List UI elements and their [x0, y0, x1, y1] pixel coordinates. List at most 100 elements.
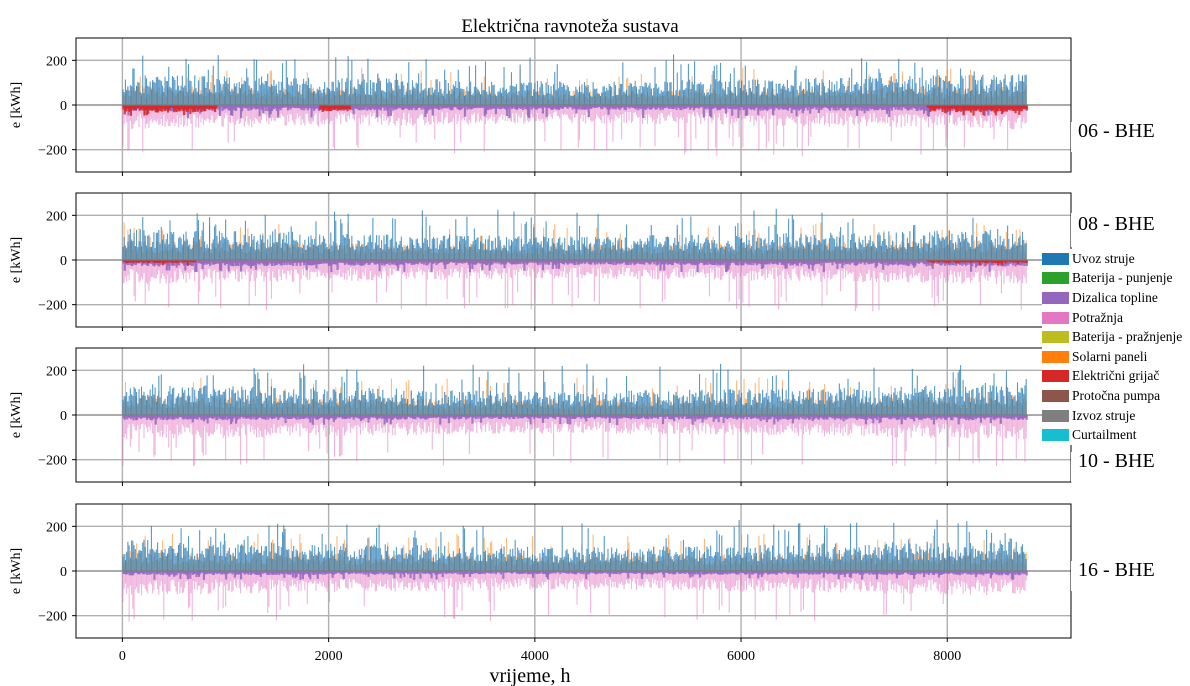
bar	[815, 105, 818, 110]
bar	[592, 260, 594, 268]
bar	[671, 105, 673, 118]
bar	[945, 105, 948, 109]
bar	[677, 95, 680, 105]
bar	[523, 105, 526, 108]
bar	[608, 260, 611, 265]
bar	[910, 88, 912, 105]
bar	[346, 260, 348, 280]
bar	[446, 260, 449, 265]
bar	[353, 260, 356, 266]
bar	[627, 95, 629, 105]
bar	[452, 260, 455, 263]
bar	[790, 105, 793, 114]
bar	[713, 105, 717, 108]
bar	[531, 105, 535, 108]
bar	[606, 105, 608, 151]
bar	[531, 260, 535, 262]
bar	[962, 260, 965, 263]
bar	[174, 105, 177, 112]
bar	[586, 260, 588, 273]
bar	[286, 105, 290, 111]
bar	[279, 260, 282, 266]
y-axis-label: e [kWh]	[9, 82, 24, 128]
bar	[926, 260, 928, 282]
bar	[138, 260, 141, 263]
bar	[889, 80, 891, 105]
bar	[690, 105, 692, 151]
bar	[627, 105, 629, 113]
bar	[137, 260, 140, 263]
bar	[187, 260, 191, 262]
bar	[870, 260, 873, 278]
bar	[483, 89, 485, 105]
bar	[814, 105, 816, 124]
bar	[256, 260, 259, 263]
bar	[982, 260, 985, 263]
bar	[452, 84, 454, 105]
bar	[179, 260, 182, 262]
bar	[597, 105, 599, 118]
bar	[659, 260, 662, 271]
bar	[529, 57, 531, 105]
bar	[246, 260, 249, 265]
bar	[194, 260, 197, 263]
bar	[864, 79, 866, 105]
bar	[654, 67, 656, 105]
bar	[689, 260, 692, 264]
bar	[924, 94, 926, 105]
bar	[755, 86, 757, 105]
bar	[602, 105, 605, 108]
bar	[1023, 81, 1025, 105]
bar	[1005, 260, 1009, 262]
bar	[397, 105, 400, 108]
bar	[409, 260, 411, 273]
bar	[750, 105, 754, 110]
bar	[749, 260, 751, 272]
bar	[900, 260, 903, 265]
bar	[535, 260, 538, 264]
bar	[518, 260, 521, 264]
bar	[703, 105, 707, 109]
bar	[924, 105, 927, 111]
bar	[633, 85, 635, 105]
bar	[659, 105, 662, 111]
bar	[270, 105, 274, 112]
y-tick-label: −200	[38, 144, 67, 159]
bar	[582, 105, 585, 110]
bar	[694, 260, 697, 266]
bar	[930, 260, 933, 263]
bar	[1018, 74, 1020, 105]
bar	[496, 105, 499, 109]
bar	[707, 260, 710, 263]
bar	[994, 90, 996, 105]
bar	[534, 105, 536, 123]
bar	[888, 105, 891, 117]
bar	[1000, 82, 1002, 105]
bar	[150, 105, 154, 111]
bar	[880, 105, 884, 111]
bar	[241, 84, 243, 105]
bar	[863, 105, 866, 114]
bar	[447, 82, 449, 105]
bar	[899, 105, 902, 108]
bar	[894, 260, 897, 265]
bar	[552, 105, 556, 109]
bar	[150, 105, 152, 119]
bar	[158, 260, 161, 264]
bar	[993, 260, 995, 272]
bar	[371, 105, 374, 109]
bar	[955, 105, 957, 123]
bar	[303, 105, 306, 111]
bar	[550, 105, 552, 117]
bar	[181, 260, 184, 264]
bar	[694, 105, 697, 109]
bar	[769, 260, 771, 271]
bar	[551, 260, 553, 304]
bar	[346, 105, 349, 112]
bar	[578, 105, 582, 108]
bar	[316, 260, 318, 278]
bar	[649, 105, 652, 110]
bar	[828, 260, 832, 263]
bar	[341, 105, 344, 110]
bar	[144, 75, 146, 105]
